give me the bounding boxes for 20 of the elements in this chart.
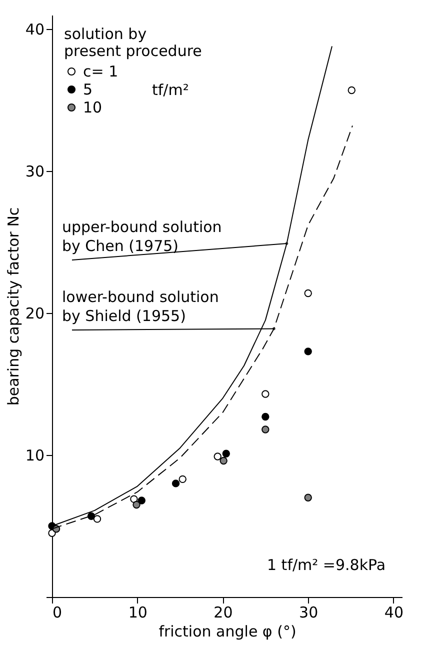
legend-label: 10 bbox=[83, 98, 102, 116]
annotation: upper-bound solution by Chen (1975) bbox=[62, 218, 222, 255]
legend-label: 5 bbox=[83, 80, 93, 98]
x-axis-title: friction angle φ (°) bbox=[158, 622, 296, 640]
x-tick-label: 0 bbox=[52, 604, 62, 622]
y-tick-label: 30 bbox=[25, 162, 44, 181]
x-tick-label: 20 bbox=[214, 604, 233, 622]
y-tick-label: 20 bbox=[25, 304, 44, 323]
y-tick-label: 40 bbox=[25, 20, 44, 39]
annotation: tf/m² bbox=[152, 81, 189, 99]
annotation: 1 tf/m² =9.8kPa bbox=[267, 556, 386, 574]
x-tick-label: 10 bbox=[128, 604, 148, 622]
annotation: lower-bound solution by Shield (1955) bbox=[62, 288, 219, 325]
y-axis-title: bearing capacity factor Nc bbox=[4, 207, 22, 406]
text: solution by bbox=[64, 25, 147, 43]
legend-label: c= 1 bbox=[83, 62, 118, 80]
x-tick-label: 40 bbox=[384, 604, 404, 622]
y-tick-label: 10 bbox=[25, 446, 44, 465]
x-tick-label: 30 bbox=[299, 604, 318, 622]
text: present procedure bbox=[64, 42, 202, 60]
